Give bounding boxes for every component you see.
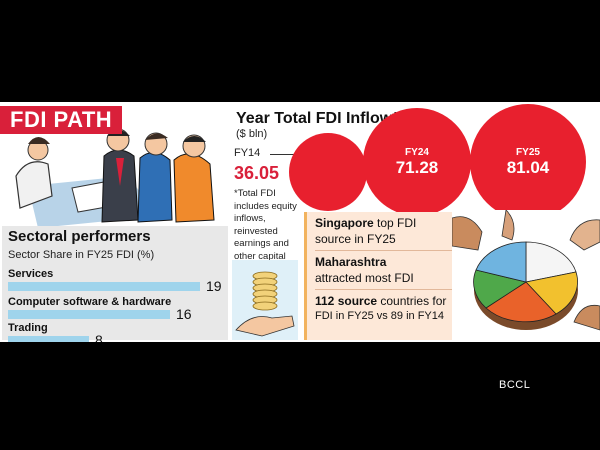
bubble-value-fy14: 36.05 bbox=[234, 163, 280, 183]
bubble-year: FY24 bbox=[405, 146, 429, 158]
sector-bar-label: Computer software & hardware bbox=[8, 296, 172, 308]
sector-bar bbox=[8, 336, 89, 342]
sector-share-chart: Sectoral performers Sector Share in FY25… bbox=[2, 226, 228, 342]
sector-bar-label: Trading bbox=[8, 322, 48, 334]
bubble-year-fy14: FY14 bbox=[234, 147, 261, 159]
fact-divider bbox=[315, 250, 457, 251]
inflow-bubble-fy24: FY24 71.28 bbox=[363, 108, 471, 216]
pie-hands-illustration bbox=[452, 210, 600, 342]
sector-bar bbox=[8, 282, 200, 291]
fact-maharashtra-cont: attracted most FDI bbox=[315, 271, 414, 285]
inflow-unit: ($ bln) bbox=[236, 128, 268, 140]
sector-subheading: Sector Share in FY25 FDI (%) bbox=[8, 249, 155, 261]
infographic-panel: FDI PATH Sectoral performers Sector Shar… bbox=[0, 102, 600, 342]
inflow-heading: Year Total FDI Inflow* bbox=[236, 110, 399, 127]
fact-maharashtra: Maharashtra bbox=[315, 255, 387, 269]
bubble-value: 71.28 bbox=[395, 157, 439, 177]
business-people-illustration bbox=[8, 116, 230, 228]
sector-bar-value: 8 bbox=[95, 332, 103, 342]
inflow-bubble-fy25: FY25 81.04 bbox=[470, 104, 586, 220]
fy14-leader-line bbox=[270, 154, 300, 155]
fact-source-countries: 112 source countries for bbox=[315, 294, 447, 308]
coin-stack-illustration bbox=[232, 260, 298, 340]
fact-singapore-cont: source in FY25 bbox=[315, 232, 396, 246]
bubble-value: 81.04 bbox=[506, 157, 550, 177]
inflow-note: *Total FDI includes equity inflows, rein… bbox=[234, 188, 297, 262]
sector-bar bbox=[8, 310, 170, 319]
fdi-facts-box: Singapore top FDI source in FY25 Maharas… bbox=[304, 212, 465, 340]
fact-source-countries-cont: FDI in FY25 vs 89 in FY14 bbox=[315, 310, 444, 322]
sector-bar-value: 19 bbox=[206, 278, 222, 294]
bubble-year: FY25 bbox=[516, 146, 540, 158]
sector-bar-value: 16 bbox=[176, 306, 192, 322]
image-credit: BCCL bbox=[499, 379, 531, 391]
fact-divider bbox=[315, 289, 457, 290]
inflow-bubble-fy14 bbox=[289, 133, 367, 211]
fact-singapore: Singapore top FDI bbox=[315, 216, 417, 230]
sector-bar-label: Services bbox=[8, 268, 54, 280]
sector-heading: Sectoral performers bbox=[8, 228, 151, 245]
infographic-title: FDI PATH bbox=[0, 106, 123, 134]
